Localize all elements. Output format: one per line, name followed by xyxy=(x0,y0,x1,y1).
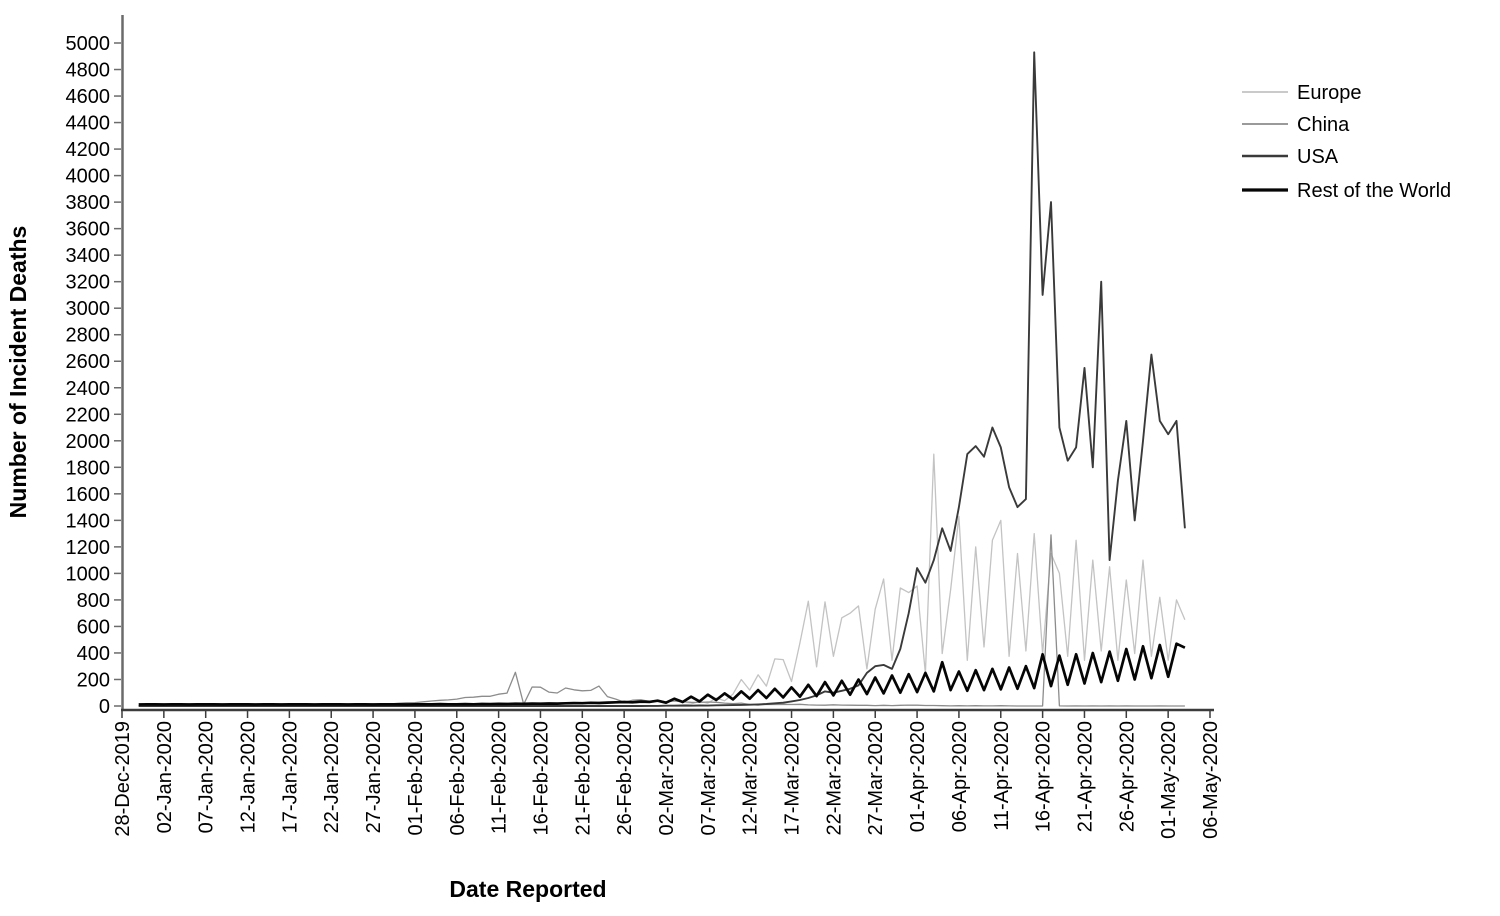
y-tick-label: 1200 xyxy=(66,537,111,559)
y-tick-label: 5000 xyxy=(66,33,111,55)
y-tick-label: 2800 xyxy=(66,325,111,347)
x-tick-label: 16-Apr-2020 xyxy=(1033,721,1055,832)
x-tick-label: 27-Jan-2020 xyxy=(363,721,385,833)
axis-ticks-and-labels: 0 200 400 600 800 1000 1200 1400 1600 1800 2000 220… xyxy=(66,33,1223,839)
x-tick-label: 16-Feb-2020 xyxy=(530,721,552,836)
x-tick-label: 02-Mar-2020 xyxy=(656,721,678,836)
x-tick-label: 06-Feb-2020 xyxy=(447,721,469,836)
x-tick-label: 22-Jan-2020 xyxy=(321,721,343,833)
y-tick-label: 2600 xyxy=(66,351,111,373)
y-tick-label: 600 xyxy=(77,616,110,638)
y-tick-label: 3600 xyxy=(66,219,111,241)
y-tick-label: 3800 xyxy=(66,192,111,214)
y-tick-label: 800 xyxy=(77,590,110,612)
series-line-rest-of-the-world xyxy=(138,642,1186,706)
y-tick-label: 2400 xyxy=(66,378,111,400)
y-tick-label: 2000 xyxy=(66,431,111,453)
x-tick-label: 06-Apr-2020 xyxy=(949,721,971,832)
y-tick-label: 3200 xyxy=(66,272,111,294)
legend: Europe China USA Rest of the World xyxy=(1242,82,1451,202)
x-tick-label: 12-Jan-2020 xyxy=(238,721,260,833)
x-tick-label: 01-Feb-2020 xyxy=(405,721,427,836)
y-tick-label: 1600 xyxy=(66,484,111,506)
x-tick-label: 21-Apr-2020 xyxy=(1074,721,1096,832)
y-tick-label: 400 xyxy=(77,643,110,665)
y-tick-label: 0 xyxy=(99,696,110,718)
x-tick-label: 27-Mar-2020 xyxy=(865,721,887,836)
y-tick-label: 4600 xyxy=(66,86,111,108)
legend-label-china: China xyxy=(1297,114,1350,136)
x-tick-label: 01-May-2020 xyxy=(1158,721,1180,839)
x-tick-label: 01-Apr-2020 xyxy=(907,721,929,832)
x-tick-label: 21-Feb-2020 xyxy=(572,721,594,836)
x-tick-label: 17-Mar-2020 xyxy=(782,721,804,836)
x-tick-label: 26-Feb-2020 xyxy=(614,721,636,836)
y-tick-label: 4400 xyxy=(66,113,111,135)
x-tick-label: 07-Jan-2020 xyxy=(196,721,218,833)
y-tick-label: 2200 xyxy=(66,404,111,426)
legend-label-usa: USA xyxy=(1297,146,1339,168)
x-tick-label: 11-Apr-2020 xyxy=(991,721,1013,831)
legend-label-europe: Europe xyxy=(1297,82,1362,104)
y-tick-label: 200 xyxy=(77,669,110,691)
x-tick-label: 11-Feb-2020 xyxy=(489,721,511,834)
y-tick-label: 3000 xyxy=(66,298,111,320)
legend-label-rest-of-the-world: Rest of the World xyxy=(1297,180,1451,202)
y-tick-label: 1000 xyxy=(66,563,111,585)
y-tick-label: 4200 xyxy=(66,139,111,161)
y-tick-label: 4000 xyxy=(66,166,111,188)
x-tick-label: 17-Jan-2020 xyxy=(279,721,301,833)
x-tick-label: 07-Mar-2020 xyxy=(698,721,720,836)
series-lines xyxy=(138,51,1186,707)
x-tick-label: 22-Mar-2020 xyxy=(823,721,845,836)
x-tick-label: 06-May-2020 xyxy=(1200,721,1222,839)
x-tick-label: 26-Apr-2020 xyxy=(1116,721,1138,832)
x-tick-label: 02-Jan-2020 xyxy=(154,721,176,833)
y-axis-title: Number of Incident Deaths xyxy=(5,226,31,519)
x-tick-label: 12-Mar-2020 xyxy=(740,721,762,836)
y-tick-label: 1400 xyxy=(66,510,111,532)
x-tick-label: 28-Dec-2019 xyxy=(112,721,134,837)
x-axis-title: Date Reported xyxy=(449,876,606,902)
y-tick-label: 3400 xyxy=(66,245,111,267)
y-tick-label: 1800 xyxy=(66,457,111,479)
y-tick-label: 4800 xyxy=(66,60,111,82)
series-line-usa xyxy=(138,51,1186,707)
